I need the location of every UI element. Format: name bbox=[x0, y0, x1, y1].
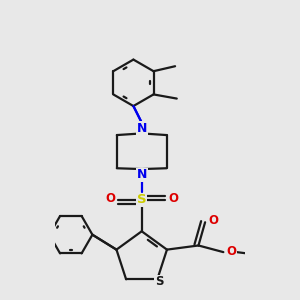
Text: N: N bbox=[136, 122, 147, 135]
Text: S: S bbox=[137, 193, 146, 206]
Text: O: O bbox=[226, 245, 237, 258]
Text: N: N bbox=[136, 168, 147, 182]
Text: O: O bbox=[208, 214, 218, 227]
Text: O: O bbox=[105, 192, 115, 206]
Text: S: S bbox=[155, 275, 163, 288]
Text: O: O bbox=[168, 192, 178, 206]
